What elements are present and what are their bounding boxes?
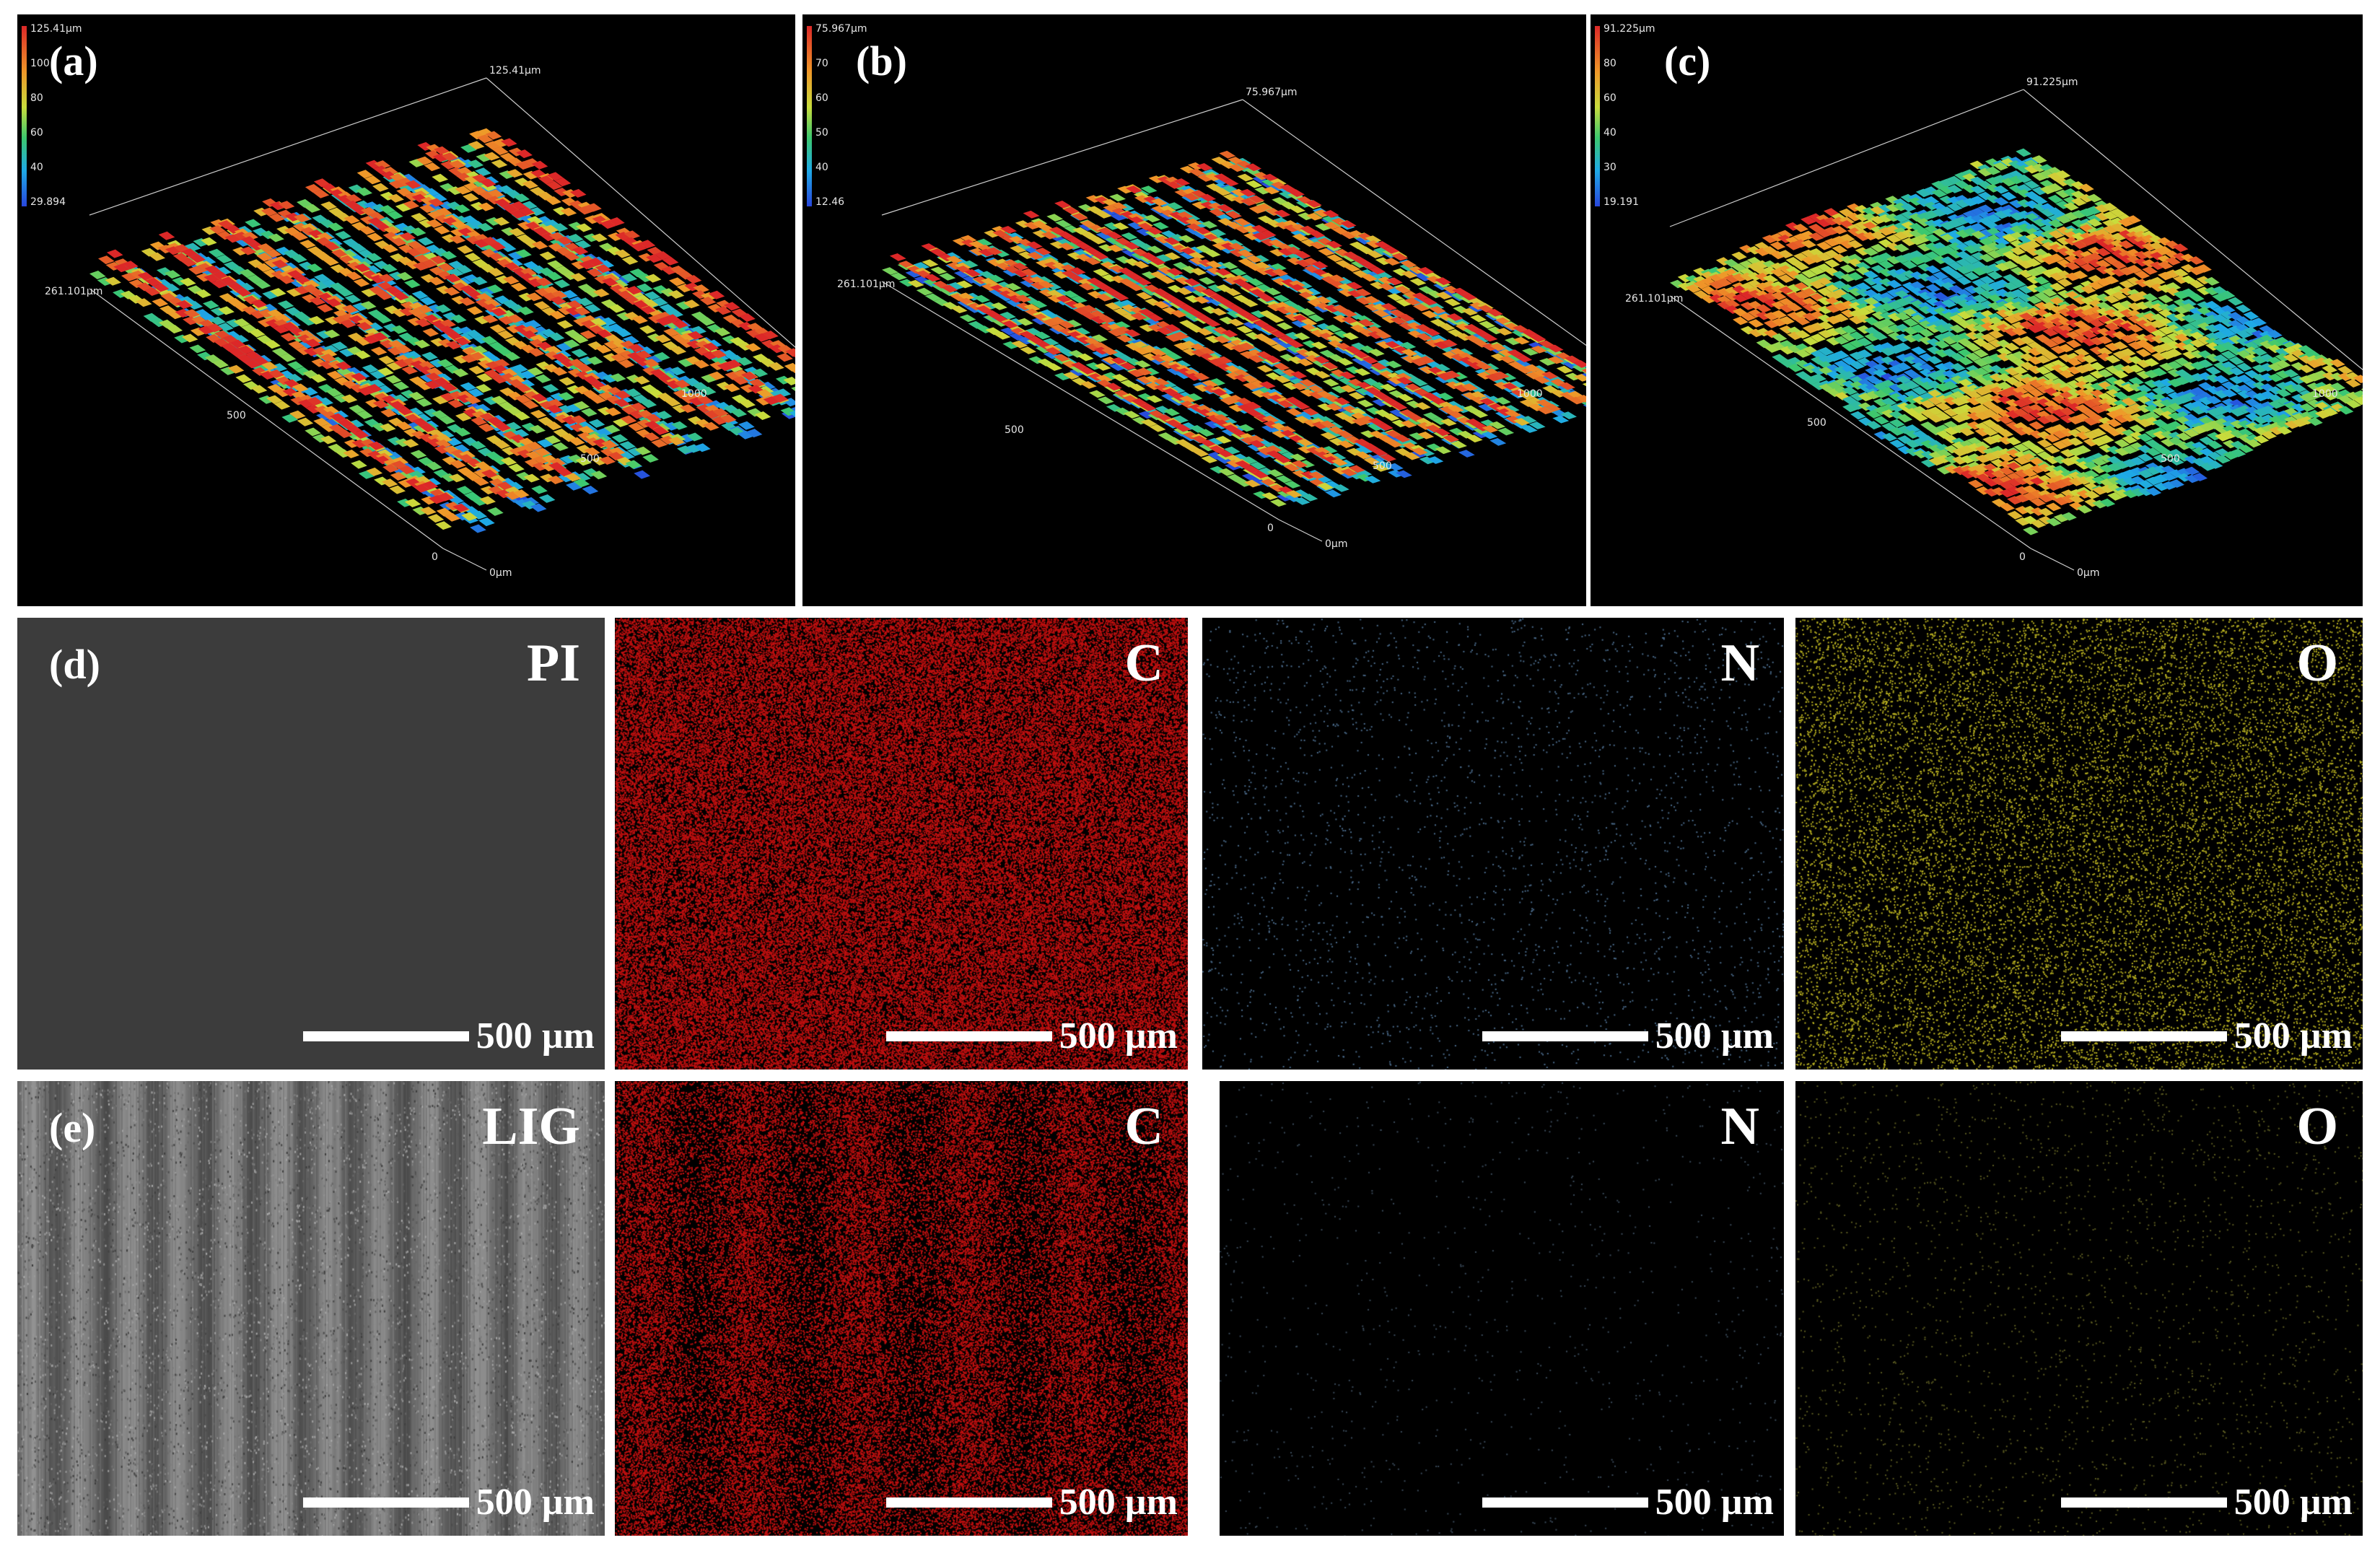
tick-500-right-label: 500	[1373, 460, 1392, 472]
colorbar-tick-2: 60	[1604, 92, 1616, 104]
surface-a: 125.41µm261.101µm1415.302100050050000µm1…	[22, 23, 795, 579]
tick-0-label: 0	[432, 551, 438, 563]
colorbar-tick-2: 60	[815, 92, 828, 104]
max-z-label: 75.967µm	[1246, 87, 1298, 98]
tick-0um-label: 0µm	[489, 567, 512, 579]
colorbar: 125.41µm 100 80 60 40 29.894	[22, 23, 82, 208]
tick-1000-label: 1000	[2312, 388, 2338, 400]
element-label-pi: PI	[527, 634, 580, 693]
panel-e-carbon-map: C 500 µm	[615, 1081, 1188, 1536]
panel-label-c: (c)	[1664, 38, 1711, 84]
tick-500-right-label: 500	[2161, 453, 2180, 465]
max-z-label: 125.41µm	[489, 65, 541, 76]
scale-bar-e-lig: 500 µm	[302, 1481, 595, 1524]
colorbar-tick-1: 70	[815, 58, 828, 69]
colorbar-tick-4: 40	[30, 162, 43, 173]
scale-bar-d-c: 500 µm	[885, 1015, 1178, 1058]
element-label-n-d: N	[1720, 634, 1759, 693]
colorbar-top-label: 125.41µm	[30, 23, 82, 35]
scale-bar-d-pi: 500 µm	[302, 1015, 595, 1058]
element-label-n-e: N	[1720, 1097, 1759, 1156]
panel-label-a: (a)	[49, 38, 98, 84]
carbon-map-e	[615, 1081, 1188, 1536]
panel-b-3d-topography: 75.967µm261.101µm1415.302100050050000µm7…	[802, 14, 1586, 606]
surface-mesh	[1670, 148, 2363, 535]
colorbar-tick-3: 50	[815, 127, 828, 139]
surface-mesh	[882, 150, 1586, 507]
tick-0um-label: 0µm	[1325, 538, 1347, 550]
axis-box	[881, 99, 1586, 542]
element-label-c-d: C	[1124, 634, 1163, 693]
colorbar-top-label: 75.967µm	[815, 23, 867, 35]
scale-bar-d-o: 500 µm	[2060, 1015, 2353, 1058]
panel-a-3d-topography: 125.41µm261.101µm1415.302100050050000µm1…	[17, 14, 795, 606]
colorbar-bottom-label: 29.894	[30, 196, 66, 208]
element-label-o-e: O	[2296, 1097, 2338, 1156]
panel-e-lig-sem: (e) LIG 500 µm	[17, 1081, 605, 1536]
tick-1000-label: 1000	[681, 388, 707, 400]
max-z-label: 91.225µm	[2026, 76, 2078, 88]
scale-bar-d-n: 500 µm	[1482, 1015, 1774, 1058]
colorbar-tick-3: 60	[30, 127, 43, 139]
oxygen-map-d	[1795, 618, 2363, 1070]
tick-0um-label: 0µm	[2077, 567, 2099, 579]
element-label-o-d: O	[2296, 634, 2338, 693]
colorbar-tick-2: 80	[30, 92, 43, 104]
colorbar: 91.225µm 80 60 40 30 19.191	[1595, 23, 1655, 208]
y-extent-label: 261.101µm	[45, 286, 102, 297]
panel-e-nitrogen-map: N 500 µm	[1220, 1081, 1784, 1536]
surface-b: 75.967µm261.101µm1415.302100050050000µm7…	[807, 23, 1586, 550]
element-label-lig: LIG	[482, 1097, 580, 1156]
colorbar: 75.967µm 70 60 50 40 12.46	[807, 23, 867, 208]
colorbar-top-label: 91.225µm	[1604, 23, 1655, 35]
colorbar-tick-1: 80	[1604, 58, 1616, 69]
panel-e-oxygen-map: O 500 µm	[1795, 1081, 2363, 1536]
tick-500-left-label: 500	[1005, 424, 1024, 436]
colorbar-tick-3: 40	[1604, 127, 1616, 139]
tick-0-label: 0	[2019, 551, 2026, 563]
panel-d-nitrogen-map: N 500 µm	[1202, 618, 1784, 1070]
tick-500-right-label: 500	[580, 453, 600, 465]
colorbar-tick-1: 100	[30, 58, 50, 69]
colorbar-bottom-label: 12.46	[815, 196, 844, 208]
scale-bar-e-n: 500 µm	[1482, 1481, 1774, 1524]
element-label-c-e: C	[1124, 1097, 1163, 1156]
tick-0-label: 0	[1267, 522, 1274, 534]
y-extent-label: 261.101µm	[1625, 293, 1683, 305]
panel-label-b: (b)	[856, 38, 907, 84]
scale-bar-e-o: 500 µm	[2060, 1481, 2353, 1524]
panel-c-3d-topography: 91.225µm261.101µm1415.302100050050000µm9…	[1591, 14, 2363, 606]
panel-label-d: (d)	[49, 641, 100, 688]
tick-500-left-label: 500	[1807, 417, 1826, 429]
carbon-map-d	[615, 618, 1188, 1070]
tick-500-left-label: 500	[227, 410, 246, 421]
y-extent-label: 261.101µm	[837, 279, 895, 290]
axis-box	[89, 77, 795, 571]
colorbar-tick-4: 30	[1604, 162, 1616, 173]
colorbar-tick-4: 40	[815, 162, 828, 173]
panel-d-pi-sem: (d) PI 500 µm	[17, 618, 605, 1070]
tick-1000-label: 1000	[1517, 388, 1543, 400]
panel-d-oxygen-map: O 500 µm	[1795, 618, 2363, 1070]
axis-box	[1669, 89, 2363, 571]
scale-bar-e-c: 500 µm	[885, 1481, 1178, 1524]
surface-mesh	[89, 128, 795, 533]
lig-sem-texture	[17, 1081, 605, 1536]
surface-c: 91.225µm261.101µm1415.302100050050000µm9…	[1595, 23, 2363, 579]
panel-d-carbon-map: C 500 µm	[615, 618, 1188, 1070]
colorbar-bottom-label: 19.191	[1604, 196, 1639, 208]
panel-label-e: (e)	[49, 1104, 96, 1151]
nitrogen-map-d	[1202, 618, 1784, 1070]
oxygen-map-e	[1795, 1081, 2363, 1536]
nitrogen-map-e	[1220, 1081, 1784, 1536]
